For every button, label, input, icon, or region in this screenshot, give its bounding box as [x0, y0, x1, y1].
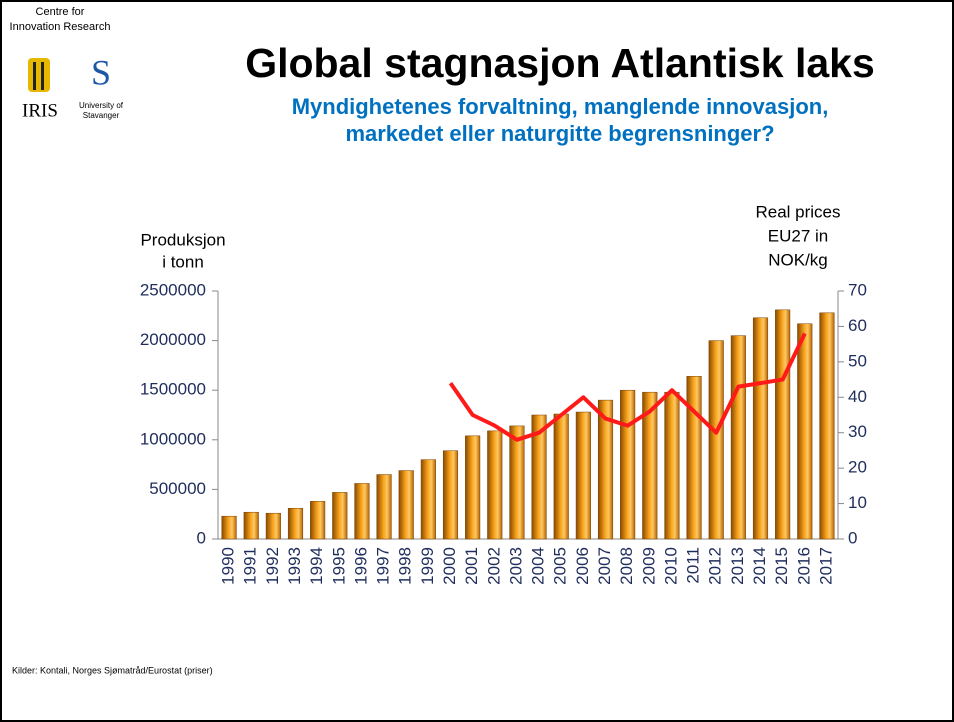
- y2-tick-label: 30: [848, 422, 867, 441]
- bar: [487, 430, 503, 540]
- logo-text: Centre for: [36, 6, 85, 18]
- x-tick-label: 2007: [595, 547, 614, 585]
- y2-tick-label: 50: [848, 351, 867, 370]
- bar: [797, 323, 813, 540]
- x-tick-label: 2016: [794, 547, 813, 585]
- logo-shield: [28, 58, 50, 92]
- x-tick-label: 1995: [329, 547, 348, 585]
- y2-axis-title: Real prices: [755, 202, 840, 221]
- bar: [509, 425, 525, 540]
- x-tick-label: 2011: [684, 547, 703, 584]
- bar: [642, 391, 658, 540]
- subtitle: Myndighetenes forvaltning, manglende inn…: [292, 94, 829, 119]
- x-tick-label: 2015: [772, 547, 791, 585]
- x-tick-label: 2005: [551, 547, 570, 585]
- bar: [398, 470, 414, 540]
- y-tick-label: 0: [197, 528, 206, 547]
- x-tick-label: 2013: [728, 547, 747, 585]
- bar: [310, 501, 326, 540]
- x-tick-label: 1997: [374, 547, 393, 585]
- bar: [730, 335, 746, 540]
- logo-sword: [33, 62, 36, 90]
- price-line: [448, 332, 807, 442]
- logo: Centre for Innovation Research IRIS S Un…: [10, 6, 124, 121]
- logo-s: S: [91, 52, 111, 92]
- x-tick-label: 2003: [506, 547, 525, 585]
- bar: [287, 507, 304, 540]
- x-tick-label: 2017: [816, 547, 835, 585]
- logo-text: Stavanger: [83, 111, 120, 120]
- y2-tick-label: 10: [848, 493, 867, 512]
- x-tick-label: 1998: [396, 547, 415, 585]
- bar: [686, 376, 702, 540]
- footnote: Kilder: Kontali, Norges Sjømatråd/Eurost…: [12, 665, 213, 675]
- x-tick-label: 2010: [661, 547, 680, 585]
- y-tick-label: 2500000: [140, 280, 206, 299]
- bar: [531, 414, 547, 540]
- y2-tick-label: 40: [848, 387, 867, 406]
- x-tick-label: 2002: [484, 547, 503, 585]
- bar: [819, 312, 835, 540]
- bar: [752, 317, 769, 540]
- logo-iris: IRIS: [22, 100, 58, 121]
- x-tick-label: 1999: [418, 547, 437, 585]
- bar: [597, 399, 614, 540]
- bar: [221, 515, 237, 540]
- y2-tick-label: 70: [848, 280, 867, 299]
- x-tick-label: 2008: [617, 547, 636, 585]
- bar: [243, 511, 259, 540]
- logo-sword: [41, 62, 44, 90]
- y-axis-title: i tonn: [162, 252, 204, 271]
- bar: [708, 340, 724, 540]
- x-tick-label: 2001: [462, 547, 481, 585]
- y2-tick-label: 20: [848, 458, 867, 477]
- x-tick-label: 2012: [706, 547, 725, 585]
- x-tick-label: 1996: [351, 547, 370, 585]
- logo-text: University of: [79, 101, 124, 110]
- y2-axis-title: EU27 in: [768, 226, 828, 245]
- y-axis-title: Produksjon: [140, 230, 225, 249]
- bar: [664, 391, 680, 540]
- title: Global stagnasjon Atlantisk laks: [245, 40, 875, 86]
- bar: [553, 413, 569, 540]
- y-tick-label: 1000000: [140, 429, 206, 448]
- bar: [332, 492, 348, 540]
- bar: [354, 483, 370, 540]
- y-tick-label: 1500000: [140, 380, 206, 399]
- x-tick-label: 2004: [529, 547, 548, 585]
- bar: [420, 459, 436, 540]
- bar: [620, 389, 636, 540]
- x-tick-label: 1990: [219, 547, 238, 585]
- y2-tick-label: 0: [848, 528, 857, 547]
- y-tick-label: 2000000: [140, 330, 206, 349]
- bar: [376, 474, 392, 540]
- y2-tick-label: 60: [848, 316, 867, 335]
- x-tick-label: 2000: [440, 547, 459, 585]
- bar: [575, 411, 591, 540]
- x-tick-label: 1993: [285, 547, 304, 585]
- y-tick-label: 500000: [149, 479, 206, 498]
- x-tick-label: 2009: [639, 547, 658, 585]
- x-tick-label: 1994: [307, 547, 326, 585]
- subtitle: markedet eller naturgitte begrensninger?: [345, 121, 774, 146]
- bar: [465, 435, 481, 540]
- logo-text: Innovation Research: [10, 21, 111, 33]
- x-tick-label: 2006: [573, 547, 592, 585]
- y2-axis-title: NOK/kg: [768, 250, 828, 269]
- bar: [442, 450, 459, 540]
- bar: [775, 309, 791, 540]
- x-tick-label: 2014: [750, 547, 769, 585]
- x-tick-label: 1991: [241, 547, 260, 585]
- bar: [265, 512, 281, 540]
- x-tick-label: 1992: [263, 547, 282, 585]
